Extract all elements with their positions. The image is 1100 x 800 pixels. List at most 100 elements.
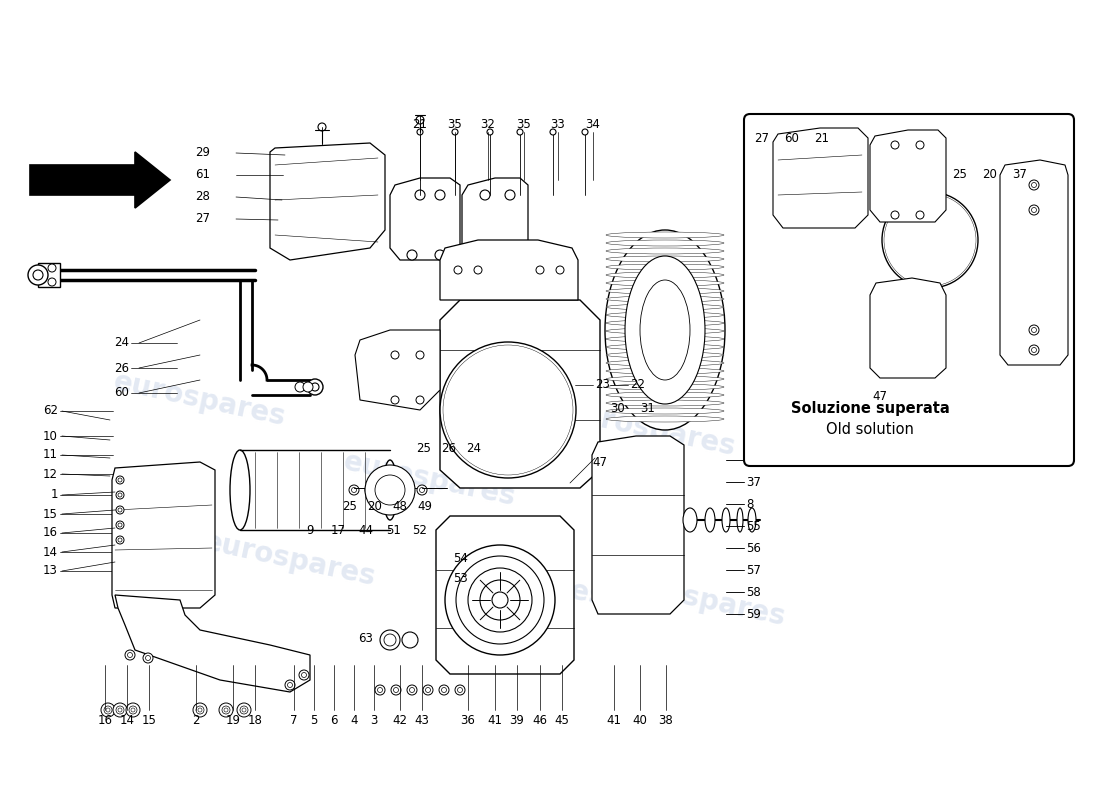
Ellipse shape	[606, 368, 724, 374]
Circle shape	[434, 190, 446, 200]
Circle shape	[307, 379, 323, 395]
Text: 52: 52	[412, 523, 428, 537]
Text: 53: 53	[453, 571, 468, 585]
Text: 37: 37	[746, 475, 761, 489]
Circle shape	[470, 372, 546, 448]
Text: 16: 16	[43, 526, 58, 539]
Circle shape	[113, 703, 127, 717]
Ellipse shape	[683, 508, 697, 532]
Text: 48: 48	[393, 501, 407, 514]
Text: 32: 32	[481, 118, 495, 130]
Ellipse shape	[606, 392, 724, 398]
Polygon shape	[270, 143, 385, 260]
Text: 63: 63	[359, 631, 373, 645]
Circle shape	[118, 493, 122, 497]
Text: 24: 24	[466, 442, 482, 454]
Circle shape	[131, 708, 135, 712]
Ellipse shape	[606, 288, 724, 294]
Polygon shape	[1000, 160, 1068, 365]
Circle shape	[474, 266, 482, 274]
Ellipse shape	[606, 312, 724, 318]
Circle shape	[145, 655, 151, 661]
Circle shape	[118, 508, 122, 512]
Text: 26: 26	[114, 362, 129, 374]
Ellipse shape	[737, 508, 742, 532]
Text: 55: 55	[746, 519, 761, 533]
Circle shape	[434, 250, 446, 260]
Circle shape	[882, 192, 978, 288]
Circle shape	[125, 650, 135, 660]
Ellipse shape	[606, 256, 724, 262]
Text: 8: 8	[746, 498, 754, 510]
Ellipse shape	[606, 240, 724, 246]
Text: 20: 20	[367, 501, 383, 514]
Text: 20: 20	[982, 167, 998, 181]
Ellipse shape	[640, 280, 690, 380]
Circle shape	[416, 351, 424, 359]
Ellipse shape	[606, 360, 724, 366]
Circle shape	[426, 687, 430, 693]
Circle shape	[475, 255, 485, 265]
Circle shape	[352, 487, 356, 493]
Circle shape	[365, 465, 415, 515]
Polygon shape	[592, 436, 684, 614]
Circle shape	[480, 580, 520, 620]
Circle shape	[458, 687, 462, 693]
Circle shape	[390, 351, 399, 359]
Ellipse shape	[606, 320, 724, 326]
Circle shape	[894, 204, 966, 276]
Text: 54: 54	[453, 551, 468, 565]
Circle shape	[439, 685, 449, 695]
FancyBboxPatch shape	[744, 114, 1074, 466]
Circle shape	[222, 706, 230, 714]
Circle shape	[402, 485, 411, 495]
Circle shape	[349, 485, 359, 495]
Text: 39: 39	[509, 714, 525, 726]
Circle shape	[517, 129, 522, 135]
Circle shape	[906, 216, 954, 264]
Circle shape	[1028, 325, 1040, 335]
Text: 29: 29	[195, 146, 210, 159]
Text: 27: 27	[195, 213, 210, 226]
Circle shape	[556, 266, 564, 274]
Circle shape	[492, 592, 508, 608]
Text: 23: 23	[595, 378, 609, 391]
Polygon shape	[112, 462, 214, 608]
Text: 17: 17	[330, 523, 345, 537]
Text: 16: 16	[98, 714, 112, 726]
Circle shape	[916, 141, 924, 149]
Circle shape	[1028, 180, 1040, 190]
Text: 21: 21	[814, 131, 829, 145]
Text: 11: 11	[43, 449, 58, 462]
Text: 38: 38	[659, 714, 673, 726]
Text: 27: 27	[755, 131, 770, 145]
Text: 2: 2	[192, 714, 200, 726]
Circle shape	[390, 685, 402, 695]
Text: 14: 14	[43, 546, 58, 558]
Text: 35: 35	[448, 118, 462, 130]
Polygon shape	[39, 263, 60, 287]
Circle shape	[891, 211, 899, 219]
Circle shape	[116, 491, 124, 499]
Circle shape	[424, 685, 433, 695]
Circle shape	[295, 382, 305, 392]
Text: 43: 43	[415, 714, 429, 726]
Text: 26: 26	[441, 442, 456, 454]
Text: 47: 47	[872, 390, 888, 402]
Polygon shape	[436, 516, 574, 674]
Text: 25: 25	[953, 167, 967, 181]
Circle shape	[104, 706, 112, 714]
Text: 37: 37	[1013, 167, 1027, 181]
Text: 57: 57	[746, 563, 761, 577]
Circle shape	[118, 708, 122, 712]
Text: 15: 15	[43, 507, 58, 521]
Text: 22: 22	[630, 378, 645, 391]
Circle shape	[402, 632, 418, 648]
Polygon shape	[440, 300, 600, 488]
Circle shape	[196, 706, 204, 714]
Text: 56: 56	[746, 542, 761, 554]
Text: 42: 42	[393, 714, 407, 726]
Text: 36: 36	[461, 714, 475, 726]
Text: 41: 41	[606, 714, 621, 726]
Circle shape	[416, 116, 424, 124]
